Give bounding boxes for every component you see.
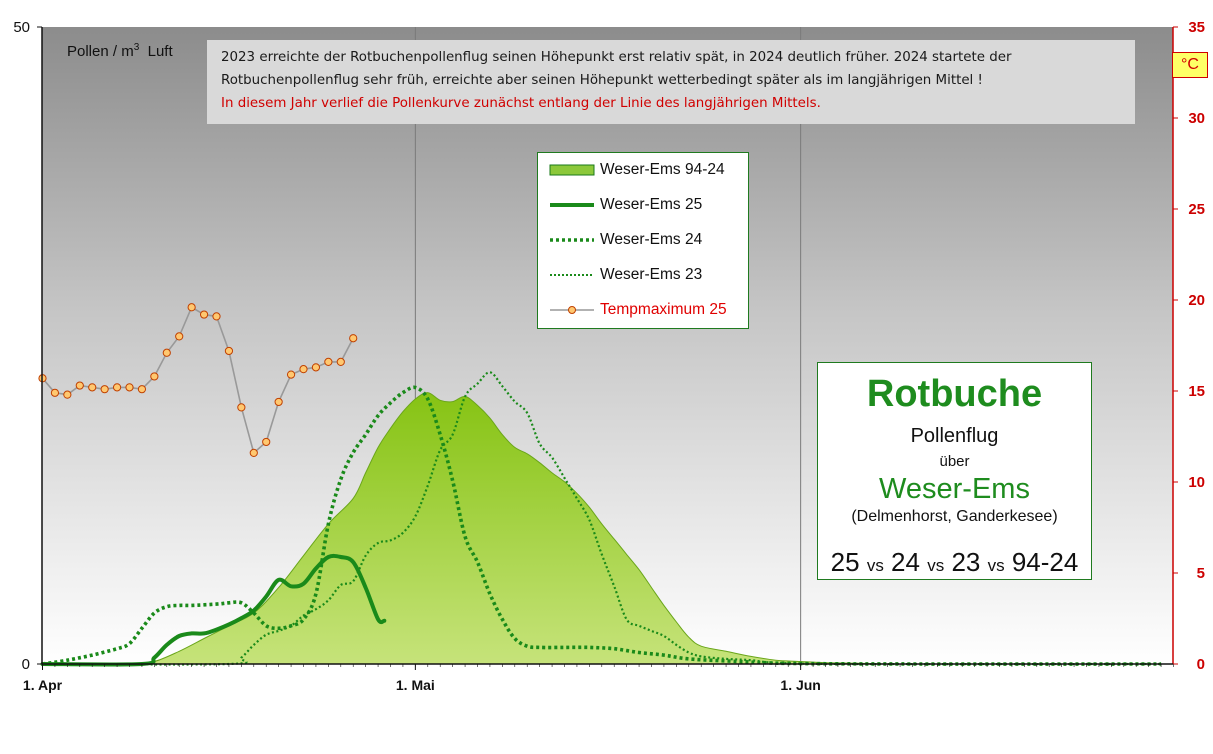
legend-swatch-dotted-thin xyxy=(550,274,594,276)
info-over: über xyxy=(939,453,970,470)
legend-label: Weser-Ems 24 xyxy=(600,231,703,248)
temperature-point xyxy=(311,363,321,372)
temperature-unit-badge: °C xyxy=(1172,52,1208,78)
y-right-tick-label: 25 xyxy=(1188,201,1205,218)
year-comparison: 25 vs 24 vs 23 vs 94-24 xyxy=(830,547,1079,577)
legend-swatch-temperature xyxy=(550,306,594,314)
y-right-tick-label: 10 xyxy=(1188,474,1205,491)
legend-swatch-area xyxy=(549,164,595,176)
temperature-point xyxy=(187,303,196,312)
temperature-point xyxy=(63,390,72,399)
temperature-point xyxy=(175,332,184,341)
region-stations: (Delmenhorst, Ganderkesee) xyxy=(851,508,1058,525)
legend-item-25: Weser-Ems 25 xyxy=(548,193,702,217)
legend-swatch-dotted-thick xyxy=(550,238,594,242)
legend-item-24: Weser-Ems 24 xyxy=(548,228,702,252)
temperature-point xyxy=(324,357,333,366)
legend-label: Weser-Ems 94-24 xyxy=(600,161,725,178)
temperature-point xyxy=(299,365,308,374)
info-subtitle: Pollenflug xyxy=(910,425,999,447)
y-left-tick-label: 50 xyxy=(13,19,30,36)
temperature-point xyxy=(88,383,97,392)
series-line-24 xyxy=(42,385,1162,666)
annotation-note: 2023 erreichte der Rotbuchenpollenflug s… xyxy=(207,40,1135,124)
y-right-tick-label: 35 xyxy=(1188,19,1205,36)
y-right-tick-label: 5 xyxy=(1197,565,1205,582)
x-tick-label: 1. Apr xyxy=(23,677,63,693)
region-name: Weser-Ems xyxy=(879,473,1030,505)
temperature-point xyxy=(137,385,147,394)
note-line-2: Rotbuchenpollenflug sehr früh, erreichte… xyxy=(221,73,983,88)
y-right-tick-label: 0 xyxy=(1197,656,1205,673)
temperature-point xyxy=(150,372,159,381)
axes-layer: 0 50 0 5 10 15 20 25 30 35 1. Apr 1. Mai 1. Jun xyxy=(13,19,1205,693)
temperature-point xyxy=(162,348,171,357)
y-right-tick-label: 30 xyxy=(1188,110,1205,127)
temperature-point xyxy=(262,437,271,447)
temperature-point xyxy=(112,383,122,392)
legend-item-23: Weser-Ems 23 xyxy=(548,263,702,287)
note-line-1: 2023 erreichte der Rotbuchenpollenflug s… xyxy=(221,50,1012,65)
y-axis-left-label: Pollen / m3 Luft xyxy=(67,42,173,60)
temperature-point xyxy=(125,383,134,392)
legend-label: Tempmaximum 25 xyxy=(600,301,727,318)
x-tick-label: 1. Mai xyxy=(396,677,435,693)
temperature-point xyxy=(224,346,234,356)
legend-item-temperature: Tempmaximum 25 xyxy=(548,298,727,322)
temperature-point xyxy=(237,403,246,412)
temperature-point xyxy=(336,357,345,366)
y-left-tick-label: 0 xyxy=(22,656,30,673)
temperature-point xyxy=(286,370,296,379)
legend-label: Weser-Ems 23 xyxy=(600,266,703,283)
temperature-point xyxy=(249,448,258,457)
temperature-point xyxy=(199,310,209,319)
chart-legend: Weser-Ems 94-24 Weser-Ems 25 Weser-Ems 2… xyxy=(537,152,749,329)
legend-label: Weser-Ems 25 xyxy=(600,196,703,213)
species-info-box: Rotbuche Pollenflug über Weser-Ems (Delm… xyxy=(817,362,1092,580)
note-line-3: In diesem Jahr verlief die Pollenkurve z… xyxy=(221,96,821,111)
series-layer xyxy=(38,303,1162,667)
y-right-tick-label: 15 xyxy=(1188,383,1205,400)
temperature-point xyxy=(349,334,358,343)
species-title: Rotbuche xyxy=(866,373,1043,415)
series-line-23 xyxy=(42,371,1162,666)
temperature-point xyxy=(75,381,84,390)
series-line-25 xyxy=(40,553,387,667)
y-right-tick-label: 20 xyxy=(1188,292,1205,309)
temperature-point xyxy=(50,388,60,397)
temperature-point xyxy=(100,385,109,394)
legend-item-94-24: Weser-Ems 94-24 xyxy=(548,158,725,182)
temperature-point xyxy=(274,397,283,407)
legend-swatch-solid xyxy=(550,203,594,207)
temperature-point xyxy=(212,312,221,321)
x-tick-label: 1. Jun xyxy=(780,677,820,693)
series-area-94-24 xyxy=(42,392,1162,665)
